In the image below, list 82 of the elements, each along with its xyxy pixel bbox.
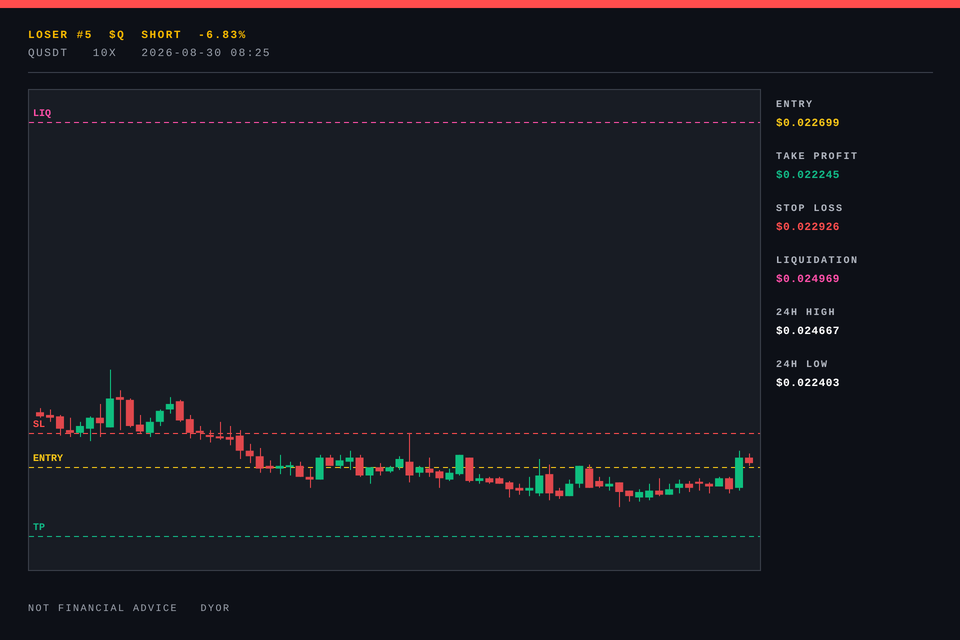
candlestick [256, 447, 264, 474]
text: LIQUIDATION [776, 256, 860, 267]
candlestick [565, 479, 574, 497]
text: NOT FINANCIAL ADVICE DYOR [28, 604, 231, 615]
candlestick [86, 416, 94, 442]
candlestick [266, 460, 274, 474]
candlestick [346, 450, 354, 470]
candlestick [545, 464, 554, 501]
candlestick [435, 469, 444, 488]
candlestick [625, 490, 634, 502]
candlestick [525, 476, 534, 497]
candlestick [415, 465, 424, 478]
candlestick [366, 466, 374, 484]
candlestick [715, 476, 724, 487]
text: STOP LOSS [776, 204, 845, 215]
text: 24H LOW [776, 360, 830, 371]
candlestick [316, 454, 324, 480]
candlestick [76, 421, 84, 438]
candlestick [505, 480, 514, 498]
candlestick [465, 457, 474, 483]
candlestick [705, 482, 714, 494]
candlestick [645, 483, 654, 501]
text: $0.024667 [776, 326, 841, 338]
candlestick [96, 403, 104, 438]
text: TAKE PROFIT [776, 152, 860, 163]
candlestick [655, 478, 664, 497]
candlestick [336, 454, 344, 470]
candlestick [356, 454, 364, 478]
candlestick [136, 414, 144, 434]
candlestick [296, 461, 304, 478]
candlestick [685, 480, 694, 492]
candlestick [66, 417, 74, 438]
candlestick [236, 430, 244, 460]
candlestick [286, 461, 294, 476]
candlestick [396, 456, 404, 470]
candlestick [376, 462, 384, 476]
candlestick [306, 468, 314, 488]
candlestick [36, 408, 44, 418]
candlestick [56, 414, 64, 436]
candlestick [695, 478, 704, 492]
candlestick [156, 408, 164, 426]
candlestick [445, 468, 454, 482]
candlestick [635, 488, 644, 502]
candlestick [186, 414, 194, 439]
candlestick [555, 487, 564, 500]
candlestick [226, 425, 234, 446]
text: $0.022403 [776, 378, 841, 390]
candlestick [745, 452, 753, 466]
candlestick [575, 465, 584, 488]
candlestick [166, 396, 174, 414]
candlestick [475, 474, 484, 484]
candlestick [535, 458, 544, 497]
text: $0.022699 [776, 118, 841, 130]
candlestick [146, 417, 154, 438]
candlestick [725, 476, 734, 494]
candlestick [276, 454, 284, 475]
ref-line-label: TP [33, 523, 46, 534]
candlestick [585, 464, 594, 488]
text: 24H HIGH [776, 308, 838, 319]
text: $0.022245 [776, 170, 841, 182]
candlestick [46, 408, 54, 422]
candlestick [425, 457, 434, 478]
candlestick [595, 476, 604, 488]
ref-line-label: LIQ [33, 109, 52, 120]
ref-line-label: SL [33, 420, 46, 432]
candlestick [615, 482, 624, 508]
ref-line-label: ENTRY [33, 454, 64, 466]
candlestick [605, 476, 614, 492]
candlestick [515, 483, 524, 496]
candlestick [176, 399, 184, 422]
candlestick [116, 390, 124, 431]
text: $0.024969 [776, 274, 841, 286]
text: ENTRY [776, 100, 815, 111]
candlestick [246, 443, 254, 464]
candlestick [675, 479, 684, 494]
chart-title: LOSER #5 $Q SHORT -6.83% [28, 30, 247, 42]
candlestick [196, 425, 204, 440]
chart-subtitle: QUSDT 10X 2026-08-30 08:25 [28, 48, 272, 60]
candlestick [455, 454, 464, 476]
text: $0.022926 [776, 222, 841, 234]
candlestick [326, 454, 334, 466]
candlestick [405, 432, 414, 483]
